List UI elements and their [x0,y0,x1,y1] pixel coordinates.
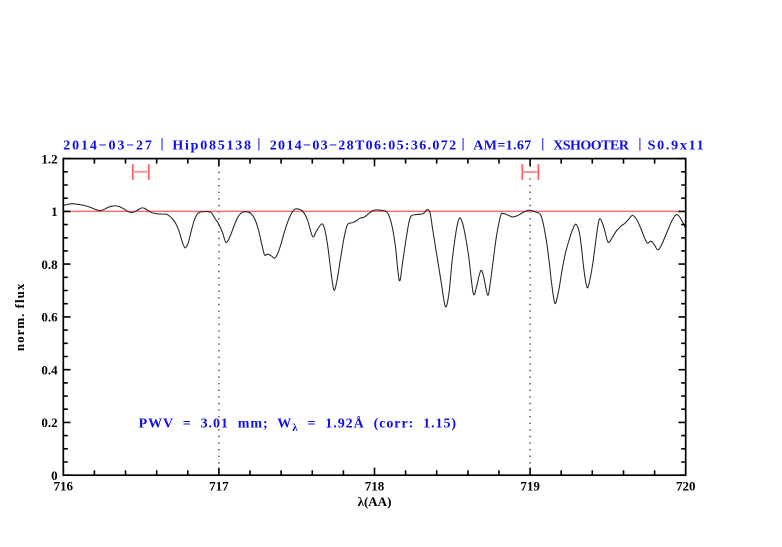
svg-text:1: 1 [51,204,58,219]
svg-text:717: 717 [209,478,229,493]
svg-text:0.6: 0.6 [41,310,58,325]
svg-text:0.8: 0.8 [41,257,58,272]
svg-text:XSHOOTER: XSHOOTER [553,139,630,154]
svg-text:0.4: 0.4 [41,363,58,378]
svg-text:|: | [638,137,641,152]
svg-text:Hip085138: Hip085138 [172,139,252,154]
svg-text:|: | [160,137,163,152]
svg-text:718: 718 [365,478,385,493]
svg-text:|: | [257,137,260,152]
svg-text:720: 720 [676,478,696,493]
svg-text:PWV = 3.01 mm; Wλ = 1.92: PWV = 3.01 mm; Wλ = 1.92Å (corr: 1.15) [139,416,457,435]
svg-text:716: 716 [54,478,74,493]
svg-text:1.2: 1.2 [41,151,57,166]
svg-text:|: | [541,137,544,152]
svg-text:S0.9x11: S0.9x11 [648,139,706,154]
svg-text:norm. flux: norm. flux [12,283,27,352]
svg-text:λ(AA): λ(AA) [358,494,392,509]
svg-text:AM=1.67: AM=1.67 [473,139,531,154]
svg-text:0.2: 0.2 [41,415,57,430]
svg-text:2014−03−28T06:05:36.072: 2014−03−28T06:05:36.072 [270,139,458,154]
svg-text:0: 0 [51,468,58,483]
svg-text:|: | [461,137,464,152]
svg-text:719: 719 [520,478,540,493]
svg-text:2014−03−27: 2014−03−27 [63,139,153,154]
